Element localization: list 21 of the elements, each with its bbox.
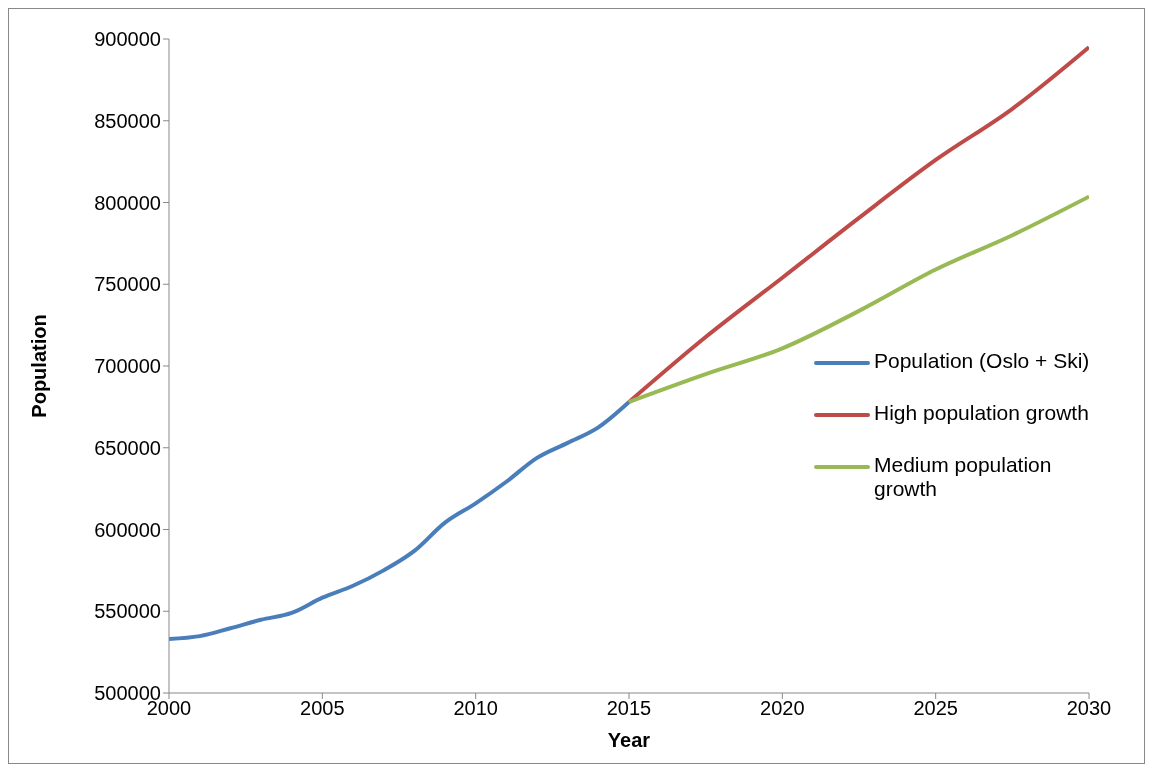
x-tick-label: 2010	[453, 697, 498, 720]
x-tick-label: 2015	[606, 697, 652, 720]
y-axis-title: Population	[28, 314, 51, 418]
x-tick-label: 2020	[760, 697, 805, 720]
y-tick-label: 600000	[94, 518, 161, 541]
y-tick-label: 750000	[94, 273, 161, 296]
y-tick-label: 850000	[94, 109, 161, 132]
y-tick-label: 550000	[94, 600, 161, 623]
legend-label: Medium population growth	[874, 453, 1053, 501]
x-tick-label: 2025	[913, 697, 958, 720]
legend-label: High population growth	[874, 401, 1090, 425]
y-tick-label: 700000	[94, 355, 161, 378]
line-series	[169, 399, 631, 642]
x-tick-label: 2030	[1066, 697, 1112, 720]
y-tick-label: 650000	[94, 436, 161, 459]
legend-label: Population (Oslo + Ski)	[874, 349, 1091, 373]
y-tick-label: 800000	[94, 191, 161, 214]
y-tick-label: 900000	[94, 28, 161, 51]
x-tick-label: 2005	[300, 697, 345, 720]
line-series	[627, 194, 1089, 404]
x-axis-title: Year	[607, 729, 651, 751]
